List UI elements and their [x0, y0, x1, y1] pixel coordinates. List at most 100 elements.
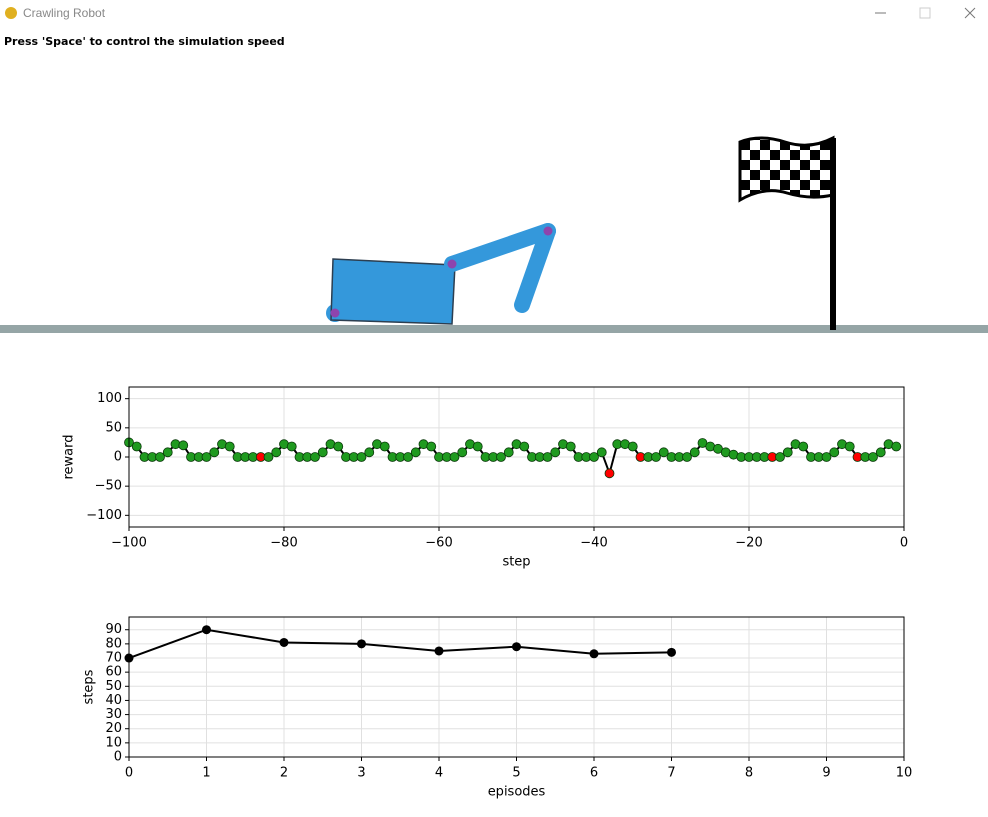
app-icon: [5, 7, 17, 19]
x-tick-label: 8: [745, 766, 753, 781]
data-point: [472, 441, 483, 452]
data-point: [565, 441, 576, 452]
data-point: [604, 468, 615, 479]
data-point: [542, 452, 553, 462]
x-tick-label: 3: [357, 766, 365, 781]
y-axis-label: reward: [62, 434, 77, 479]
y-tick-label: 0: [114, 450, 122, 465]
x-tick-label: 7: [667, 766, 675, 781]
data-point: [131, 441, 142, 452]
data-point: [589, 452, 599, 462]
data-point: [263, 452, 274, 462]
x-tick-label: −40: [580, 536, 607, 551]
window-title: Crawling Robot: [23, 6, 106, 20]
y-tick-label: 100: [97, 391, 122, 406]
x-tick-label: 4: [435, 766, 443, 781]
flag: [738, 135, 835, 203]
close-button[interactable]: [964, 7, 976, 19]
x-tick-label: 5: [512, 766, 520, 781]
x-tick-label: 6: [590, 766, 598, 781]
y-tick-label: 30: [105, 707, 122, 722]
ground: [0, 325, 988, 333]
data-point: [317, 447, 328, 458]
y-tick-label: 10: [105, 735, 122, 750]
data-point: [155, 452, 165, 462]
plot-frame: [128, 386, 905, 528]
y-tick-label: 20: [105, 721, 122, 736]
robot-arm: [444, 223, 556, 272]
data-point: [868, 452, 878, 462]
x-tick-label: −60: [425, 536, 452, 551]
robot-forearm: [514, 223, 556, 313]
y-tick-label: 80: [105, 636, 122, 651]
data-point: [682, 452, 692, 462]
data-line: [128, 628, 672, 659]
y-tick-label: 50: [105, 679, 122, 694]
joint: [543, 226, 553, 236]
data-point: [426, 441, 437, 452]
x-tick-label: 0: [125, 766, 133, 781]
x-tick-label: 1: [202, 766, 210, 781]
y-tick-label: 40: [105, 693, 122, 708]
x-tick-label: −100: [111, 536, 147, 551]
data-point: [449, 452, 460, 462]
instruction: Press 'Space' to control the simulation …: [4, 35, 285, 48]
y-tick-label: 0: [114, 750, 122, 765]
x-tick-label: 9: [822, 766, 830, 781]
data-point: [310, 452, 320, 462]
y-tick-label: −100: [86, 508, 122, 523]
data-point: [651, 452, 661, 462]
x-tick-label: −80: [270, 536, 297, 551]
data-point: [333, 441, 344, 452]
plot-frame: [128, 616, 905, 758]
y-tick-label: 90: [105, 622, 122, 637]
data-point: [775, 452, 785, 462]
data-point: [627, 441, 638, 452]
data-point: [202, 625, 211, 635]
data-point: [512, 642, 521, 652]
maximize-button[interactable]: [919, 7, 931, 19]
joint: [447, 259, 457, 269]
data-point: [589, 649, 599, 659]
x-axis-label: step: [502, 555, 530, 570]
data-point: [829, 447, 840, 458]
data-point: [457, 447, 468, 458]
data-point: [798, 441, 809, 452]
title-bar: [0, 0, 988, 28]
y-tick-label: 50: [105, 420, 122, 435]
data-point: [667, 647, 676, 657]
data-point: [271, 447, 282, 458]
data-point: [279, 637, 289, 647]
data-point: [782, 447, 793, 458]
x-tick-label: 2: [280, 766, 288, 781]
x-tick-label: −20: [735, 536, 762, 551]
data-point: [658, 447, 669, 458]
data-point: [689, 447, 700, 458]
y-tick-label: −50: [95, 479, 122, 494]
y-tick-label: 60: [105, 665, 122, 680]
data-point: [844, 441, 855, 452]
data-point: [550, 447, 561, 458]
data-point: [178, 440, 189, 451]
data-point: [410, 447, 421, 458]
data-point: [596, 447, 607, 458]
data-point: [286, 441, 297, 452]
x-tick-label: 10: [896, 766, 913, 781]
robot-body: [330, 258, 456, 325]
data-point: [434, 646, 444, 656]
y-tick-label: 70: [105, 651, 122, 666]
data-point: [503, 447, 514, 458]
simulation: [0, 135, 988, 333]
joint: [330, 308, 340, 318]
y-axis-label: steps: [82, 669, 97, 704]
x-tick-label: 0: [900, 536, 908, 551]
data-point: [891, 441, 902, 452]
data-point: [496, 452, 506, 462]
x-axis-label: episodes: [488, 785, 546, 800]
data-point: [519, 441, 530, 452]
data-point: [201, 452, 212, 462]
data-point: [821, 452, 832, 462]
data-point: [209, 447, 220, 458]
data-point: [357, 639, 366, 649]
